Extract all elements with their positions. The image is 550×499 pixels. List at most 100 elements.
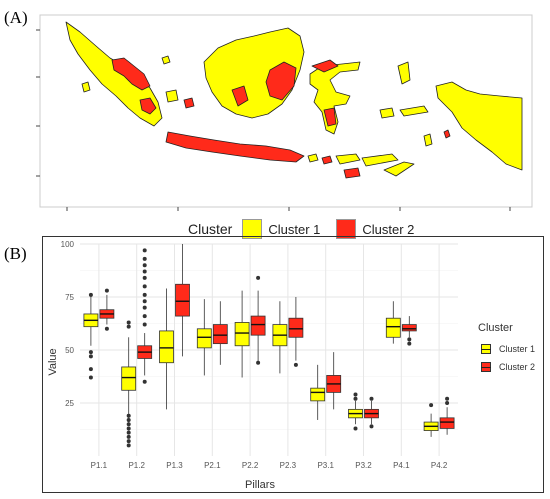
box-cluster-1-P3.1 — [311, 365, 325, 420]
outlier-point — [89, 367, 93, 371]
boxplot-legend-key-cluster-1 — [478, 341, 494, 357]
box-cluster-2-P2.3 — [289, 297, 303, 367]
box-cluster-1-P4.1 — [386, 301, 400, 343]
box-body — [235, 322, 249, 345]
outlier-point — [105, 289, 109, 293]
box-body — [160, 331, 174, 363]
box-body — [311, 388, 325, 401]
outlier-point — [127, 439, 131, 443]
box-cluster-1-P2.1 — [197, 299, 211, 375]
x-tick-label: P1.2 — [128, 461, 145, 470]
boxplot-legend-title: Cluster — [478, 322, 535, 334]
outlier-point — [89, 293, 93, 297]
outlier-point — [294, 363, 298, 367]
outlier-point — [370, 397, 374, 401]
plot-boxes — [84, 244, 454, 447]
outlier-point — [354, 397, 358, 401]
x-tick-label: P2.1 — [204, 461, 221, 470]
outlier-point — [127, 320, 131, 324]
outlier-point — [354, 426, 358, 430]
x-tick-label: P1.3 — [166, 461, 183, 470]
outlier-point — [256, 361, 260, 365]
outlier-point — [143, 299, 147, 303]
x-tick-label: P2.2 — [242, 461, 259, 470]
outlier-point — [143, 270, 147, 274]
box-cluster-2-P1.1 — [100, 289, 114, 331]
y-tick-label: 50 — [65, 346, 74, 355]
outlier-point — [407, 337, 411, 341]
box-cluster-1-P2.2 — [235, 291, 249, 378]
box-cluster-2-P3.2 — [365, 397, 379, 429]
plot-tick-labels: 25 50 75 100 P1.1 P1.2 P1.3 P2.1 P2.2 P2.3 P3.1 P3.… — [61, 240, 448, 470]
boxplot-legend-item-cluster-1: Cluster 1 — [478, 340, 535, 358]
outlier-point — [143, 323, 147, 327]
boxplot-legend-label-cluster-2: Cluster 2 — [499, 362, 535, 372]
box-cluster-2-P4.2 — [440, 397, 454, 435]
outlier-point — [354, 393, 358, 397]
y-tick-label: 100 — [61, 240, 75, 249]
box-cluster-1-P4.2 — [424, 403, 438, 437]
outlier-point — [143, 293, 147, 297]
x-tick-label: P1.1 — [91, 461, 108, 470]
boxplot-legend-key-cluster-2 — [478, 359, 494, 375]
x-tick-label: P2.3 — [280, 461, 297, 470]
outlier-point — [127, 435, 131, 439]
outlier-point — [89, 354, 93, 358]
outlier-point — [127, 426, 131, 430]
y-tick-label: 25 — [65, 399, 74, 408]
boxplot-legend-label-cluster-1: Cluster 1 — [499, 344, 535, 354]
outlier-point — [370, 424, 374, 428]
boxplot-legend-item-cluster-2: Cluster 2 — [478, 358, 535, 376]
box-body — [386, 318, 400, 337]
box-cluster-2-P1.2 — [138, 248, 152, 383]
x-tick-label: P3.1 — [317, 461, 334, 470]
outlier-point — [143, 257, 147, 261]
outlier-point — [105, 327, 109, 331]
outlier-point — [89, 376, 93, 380]
box-body — [289, 318, 303, 337]
box-cluster-1-P1.2 — [122, 320, 136, 447]
box-body — [402, 325, 416, 331]
outlier-point — [407, 342, 411, 346]
box-cluster-2-P4.1 — [402, 316, 416, 346]
outlier-point — [143, 314, 147, 318]
outlier-point — [127, 418, 131, 422]
outlier-point — [127, 443, 131, 447]
outlier-point — [127, 414, 131, 418]
outlier-point — [429, 403, 433, 407]
x-tick-label: P4.2 — [431, 461, 448, 470]
outlier-point — [143, 248, 147, 252]
x-tick-label: P4.1 — [393, 461, 410, 470]
boxplot-legend: Cluster Cluster 1 Cluster 2 — [478, 322, 535, 376]
box-cluster-1-P1.3 — [160, 289, 174, 410]
box-cluster-1-P3.2 — [349, 393, 363, 431]
outlier-point — [127, 431, 131, 435]
box-body — [122, 367, 136, 390]
outlier-point — [143, 263, 147, 267]
box-cluster-2-P2.2 — [251, 276, 265, 365]
box-cluster-1-P1.1 — [84, 293, 98, 380]
box-body — [251, 316, 265, 335]
y-tick-label: 75 — [65, 293, 74, 302]
outlier-point — [143, 306, 147, 310]
box-body — [176, 284, 190, 316]
outlier-point — [445, 397, 449, 401]
outlier-point — [143, 380, 147, 384]
outlier-point — [89, 350, 93, 354]
box-cluster-2-P2.1 — [213, 301, 227, 365]
outlier-point — [445, 401, 449, 405]
x-axis-title: Pillars — [245, 479, 275, 491]
box-body — [213, 325, 227, 344]
outlier-point — [256, 276, 260, 280]
box-body — [440, 418, 454, 429]
box-cluster-2-P1.3 — [176, 244, 190, 356]
box-body — [197, 329, 211, 348]
plot-grid — [80, 244, 458, 456]
y-axis-title: Value — [47, 348, 59, 375]
outlier-point — [143, 284, 147, 288]
outlier-point — [127, 325, 131, 329]
box-cluster-2-P3.1 — [327, 352, 341, 409]
box-cluster-1-P2.3 — [273, 301, 287, 373]
outlier-point — [143, 276, 147, 280]
